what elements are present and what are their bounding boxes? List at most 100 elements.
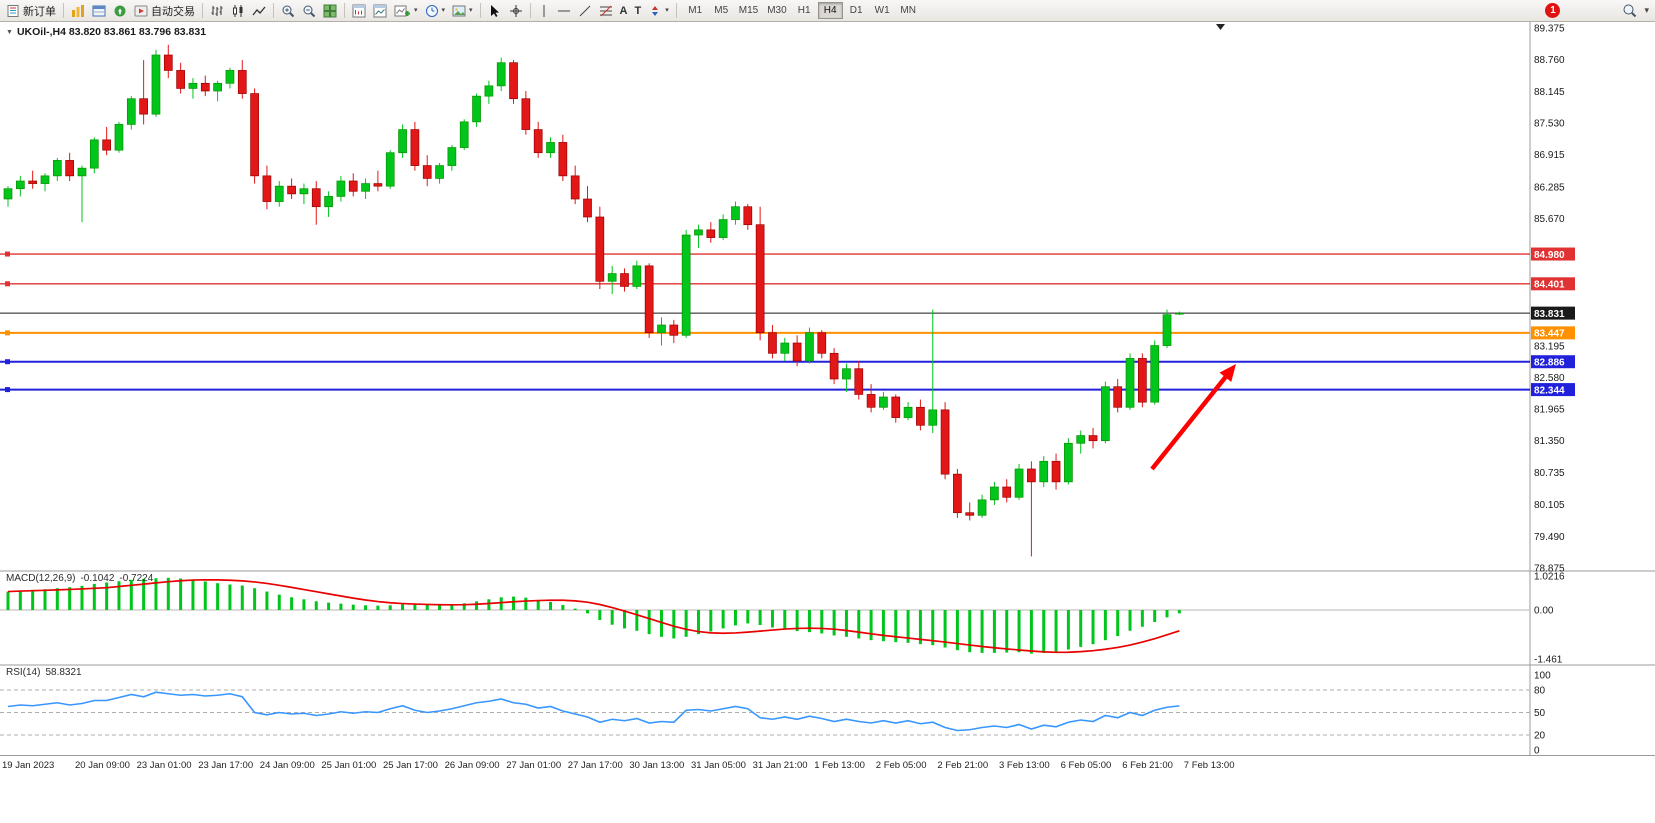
candlestick-chart-button[interactable] bbox=[228, 1, 248, 21]
price-badge bbox=[1531, 277, 1575, 291]
candle bbox=[188, 82, 198, 89]
market-watch-button[interactable] bbox=[68, 1, 88, 21]
bar-chart-button[interactable] bbox=[207, 1, 227, 21]
timeframe-m15[interactable]: M15 bbox=[735, 2, 762, 19]
timeframe-m5[interactable]: M5 bbox=[709, 2, 734, 19]
candle bbox=[65, 160, 75, 177]
candle bbox=[743, 206, 753, 226]
zoom-in-button[interactable] bbox=[278, 1, 298, 21]
price-scale-label: 85.670 bbox=[1534, 214, 1565, 225]
candle bbox=[3, 188, 13, 200]
zoom-out-button[interactable] bbox=[299, 1, 319, 21]
chart-list-button[interactable] bbox=[349, 1, 369, 21]
fibonacci-button[interactable] bbox=[596, 1, 616, 21]
timeframe-m1[interactable]: M1 bbox=[683, 2, 708, 19]
price-badge-label: 84.401 bbox=[1534, 280, 1565, 291]
tile-windows-icon bbox=[323, 4, 337, 18]
horizontal-lines[interactable] bbox=[0, 251, 1530, 393]
tile-windows-button[interactable] bbox=[320, 1, 340, 21]
rsi-scale-label: 80 bbox=[1534, 686, 1546, 697]
autotrading-icon bbox=[134, 4, 148, 18]
timeframe-m30[interactable]: M30 bbox=[763, 2, 790, 19]
price-scale-label: 88.760 bbox=[1534, 55, 1565, 66]
notifications-badge[interactable]: 1 bbox=[1545, 3, 1561, 18]
candle bbox=[718, 219, 728, 238]
text-label-button[interactable]: T bbox=[632, 1, 645, 21]
candle bbox=[422, 165, 432, 179]
price-scale[interactable]: 89.375 88.760 88.145 87.530 86.915 86.285 85.6… bbox=[1531, 24, 1575, 575]
new-order-button[interactable]: 新订单 bbox=[3, 1, 59, 21]
chart-profile-icon bbox=[373, 4, 387, 18]
navigator-button[interactable] bbox=[110, 1, 130, 21]
timeframe-mn[interactable]: MN bbox=[896, 2, 921, 19]
timeframe-h4[interactable]: H4 bbox=[817, 2, 843, 19]
time-axis[interactable]: 19 Jan 2023 20 Jan 09:00 23 Jan 01:00 23 Ja… bbox=[0, 755, 1655, 777]
candle bbox=[780, 342, 790, 354]
toolbar-overflow-button[interactable]: ▾ bbox=[1641, 1, 1652, 21]
candle bbox=[681, 234, 691, 336]
line-handle[interactable] bbox=[5, 281, 10, 287]
price-badge bbox=[1531, 326, 1575, 340]
line-handle[interactable] bbox=[5, 387, 10, 393]
candle bbox=[1088, 435, 1098, 442]
price-scale-label: 80.105 bbox=[1534, 500, 1565, 511]
search-button[interactable] bbox=[1619, 1, 1640, 21]
rsi-label: RSI(14) 58.8321 bbox=[6, 667, 82, 678]
candle bbox=[595, 216, 605, 282]
time-label: 31 Jan 05:00 bbox=[691, 760, 746, 771]
chevron-down-icon: ▾ bbox=[469, 7, 473, 14]
period-button[interactable]: ▾ bbox=[422, 1, 449, 21]
candle bbox=[829, 352, 839, 380]
line-chart-button[interactable] bbox=[249, 1, 269, 21]
autotrading-button[interactable]: 自动交易 bbox=[131, 1, 198, 21]
data-window-button[interactable] bbox=[89, 1, 109, 21]
template-button[interactable]: ▾ bbox=[449, 1, 476, 21]
chart-profile-button[interactable] bbox=[370, 1, 390, 21]
arrows-button[interactable]: ▾ bbox=[645, 1, 672, 21]
chart-area[interactable]: 89.375 88.760 88.145 87.530 86.915 86.285 85.6… bbox=[0, 22, 1655, 757]
candle bbox=[262, 175, 272, 202]
candle bbox=[842, 368, 851, 380]
horizontal-line-button[interactable] bbox=[554, 1, 574, 21]
text-button[interactable]: A bbox=[617, 1, 631, 21]
candle bbox=[1113, 386, 1123, 408]
separator bbox=[273, 3, 274, 18]
time-label: 20 Jan 09:00 bbox=[75, 760, 130, 771]
candle bbox=[459, 121, 469, 148]
timeframe-w1[interactable]: W1 bbox=[870, 2, 895, 19]
one-click-trading-toggle[interactable]: ▼ bbox=[6, 28, 13, 36]
candle bbox=[940, 409, 950, 475]
candle bbox=[644, 265, 654, 334]
time-label: 30 Jan 13:00 bbox=[629, 760, 685, 771]
separator bbox=[529, 3, 531, 18]
candle bbox=[373, 183, 383, 187]
candle bbox=[583, 198, 592, 218]
text-label-icon: T bbox=[634, 4, 642, 17]
candle bbox=[792, 342, 802, 362]
separator bbox=[675, 3, 677, 18]
candle bbox=[1064, 442, 1073, 483]
candle bbox=[891, 396, 901, 418]
trendline-button[interactable] bbox=[575, 1, 595, 21]
candle bbox=[213, 82, 222, 92]
scroll-marker-icon[interactable] bbox=[1216, 24, 1225, 30]
line-handle[interactable] bbox=[5, 359, 10, 365]
clock-icon bbox=[425, 4, 439, 18]
timeframe-h1[interactable]: H1 bbox=[792, 2, 817, 19]
vertical-line-button[interactable] bbox=[535, 1, 553, 21]
trend-arrow-annotation[interactable] bbox=[1150, 364, 1236, 471]
candle bbox=[607, 273, 617, 282]
macd-panel: 1.0216 0.00 -1.461 bbox=[0, 571, 1565, 665]
line-handle[interactable] bbox=[5, 251, 10, 257]
cursor-icon bbox=[488, 4, 502, 18]
chevron-down-icon: ▾ bbox=[1644, 5, 1649, 15]
time-label: 6 Feb 21:00 bbox=[1122, 760, 1173, 771]
timeframe-d1[interactable]: D1 bbox=[844, 2, 869, 19]
cursor-button[interactable] bbox=[485, 1, 505, 21]
crosshair-button[interactable] bbox=[506, 1, 526, 21]
candle bbox=[299, 188, 309, 195]
notification-count: 1 bbox=[1550, 5, 1556, 16]
new-chart-button[interactable]: ▾ bbox=[391, 1, 421, 21]
line-handle[interactable] bbox=[5, 330, 10, 336]
candle bbox=[89, 139, 99, 169]
